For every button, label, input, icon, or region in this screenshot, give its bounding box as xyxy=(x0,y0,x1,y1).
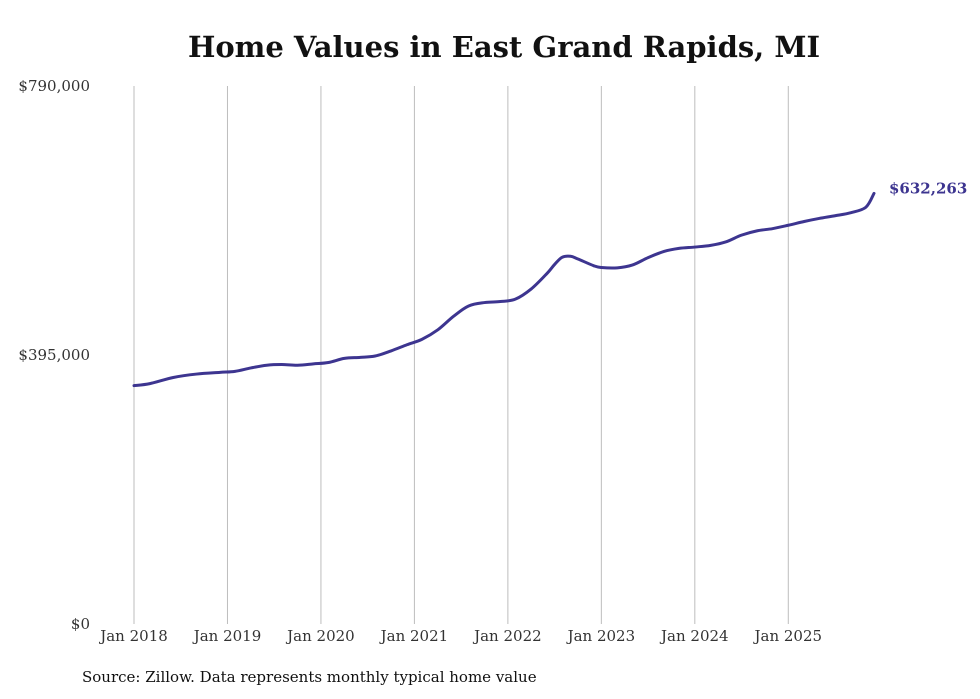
x-tick-label: Jan 2023 xyxy=(566,627,636,645)
axis-tick-labels: Jan 2018 Jan 2019 Jan 2020 Jan 2021 Jan 2022… xyxy=(18,77,822,645)
x-tick-label: Jan 2025 xyxy=(753,627,823,645)
x-tick-label: Jan 2024 xyxy=(659,627,729,645)
source-note: Source: Zillow. Data represents monthly … xyxy=(82,668,537,686)
y-tick-label: $395,000 xyxy=(18,346,90,364)
data-labels: $632,263 xyxy=(889,179,967,197)
gridlines xyxy=(133,86,789,624)
series-lines xyxy=(132,191,876,388)
x-tick-label: Jan 2019 xyxy=(192,627,262,645)
chart-title: Home Values in East Grand Rapids, MI xyxy=(187,30,821,64)
series-line xyxy=(132,191,876,388)
x-tick-label: Jan 2018 xyxy=(98,627,168,645)
y-tick-label: $0 xyxy=(71,615,90,633)
x-tick-label: Jan 2022 xyxy=(472,627,542,645)
end-value-label: $632,263 xyxy=(889,179,967,197)
line-chart: Jan 2018 Jan 2019 Jan 2020 Jan 2021 Jan 2022… xyxy=(18,77,967,645)
x-tick-label: Jan 2020 xyxy=(285,627,355,645)
x-tick-label: Jan 2021 xyxy=(379,627,449,645)
y-tick-label: $790,000 xyxy=(18,77,90,95)
